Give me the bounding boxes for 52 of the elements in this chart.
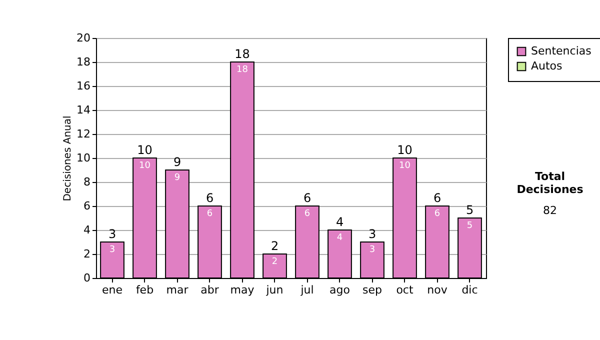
x-tick-label: mar [166, 284, 189, 296]
total-label: 9 [173, 155, 182, 169]
total-label: 3 [108, 227, 116, 241]
data-label: 3 [369, 245, 376, 255]
y-tick-label: 20 [76, 32, 90, 44]
y-axis-title: Decisiones Anual [62, 116, 74, 202]
data-label: 10 [139, 161, 151, 171]
y-tick-label: 0 [84, 272, 90, 284]
y-tick-label: 4 [84, 224, 90, 236]
legend-label: Sentencias [531, 44, 592, 58]
y-tick-label: 12 [76, 128, 90, 140]
y-tick-label: 14 [76, 104, 90, 116]
data-label: 3 [109, 245, 116, 255]
total-label: 10 [137, 143, 152, 157]
x-tick-label: abr [200, 284, 220, 296]
legend-label: Autos [531, 60, 563, 72]
text: 82 [542, 204, 558, 217]
data-label: 2 [272, 257, 278, 267]
y-tick-label: 6 [84, 200, 90, 212]
x-tick-label: jul [300, 284, 314, 296]
total-label: 10 [397, 143, 412, 157]
data-label: 4 [336, 233, 343, 243]
data-label: 10 [399, 161, 411, 171]
total-label: 2 [270, 239, 279, 253]
data-label: 5 [466, 221, 473, 231]
x-tick-label: may [230, 284, 255, 296]
y-tick-label: 8 [84, 176, 90, 188]
y-tick-label: 16 [76, 80, 90, 92]
x-tick-label: sep [362, 284, 382, 296]
data-label: 6 [206, 209, 213, 219]
y-tick-label: 18 [76, 56, 90, 68]
x-tick-label: ene [102, 284, 123, 296]
total-label: 6 [433, 191, 442, 205]
x-tick-label: nov [427, 284, 448, 296]
x-tick-label: ago [330, 284, 350, 296]
x-tick-label: oct [396, 284, 414, 296]
x-tick-label: jun [265, 284, 284, 296]
data-label: 6 [304, 209, 310, 219]
x-tick-label: feb [136, 284, 154, 296]
total-label: 4 [336, 215, 344, 229]
total-label: 6 [206, 191, 214, 205]
y-tick-label: 10 [76, 152, 90, 164]
total-label: 18 [234, 47, 250, 61]
total-label: 3 [368, 227, 376, 241]
total-label: 6 [303, 191, 312, 205]
total-label: 5 [466, 203, 474, 217]
y-tick-label: 2 [84, 248, 90, 260]
data-label: 6 [434, 209, 440, 219]
x-tick-label: dic [462, 284, 478, 296]
data-label: 18 [236, 65, 248, 75]
text: Total Decisiones [516, 170, 584, 196]
data-label: 9 [174, 173, 180, 183]
